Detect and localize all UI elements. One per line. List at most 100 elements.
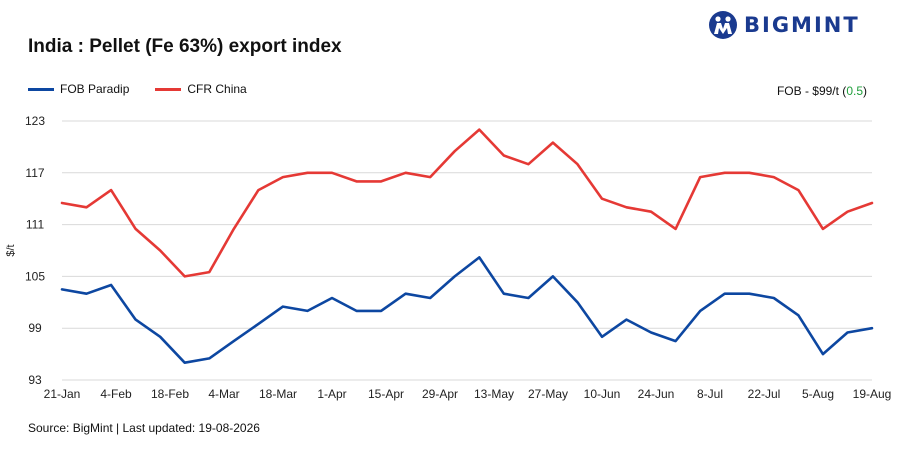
data-point-fob-paradip (576, 301, 579, 304)
legend-label-cfr: CFR China (187, 82, 247, 96)
data-point-cfr-china (699, 176, 701, 178)
data-point-fob-paradip (748, 292, 751, 295)
data-point-fob-paradip (503, 292, 505, 295)
data-point-fob-paradip (110, 284, 112, 286)
data-point-cfr-china (429, 176, 431, 178)
data-point-fob-paradip (601, 336, 603, 338)
fob-note-prefix: FOB - $99/t ( (776, 84, 847, 98)
chart-legend: FOB Paradip CFR China (28, 82, 273, 96)
data-point-cfr-china (527, 163, 530, 165)
y-tick-label: 117 (25, 166, 44, 180)
data-point-cfr-china (233, 228, 235, 230)
data-point-cfr-china (257, 189, 260, 191)
x-tick-label: 27-May (528, 387, 568, 401)
legend-swatch-fob (28, 87, 54, 91)
x-tick-label: 24-Jun (638, 387, 675, 401)
data-point-cfr-china (674, 228, 677, 230)
data-point-fob-paradip (625, 318, 628, 321)
data-point-fob-paradip (674, 340, 677, 342)
data-point-fob-paradip (159, 336, 161, 338)
x-tick-label: 18-Mar (259, 387, 297, 401)
data-point-fob-paradip (380, 310, 382, 312)
x-tick-label: 21-Jan (44, 387, 81, 401)
x-tick-label: 29-Apr (422, 387, 458, 401)
data-point-fob-paradip (306, 310, 309, 312)
data-point-fob-paradip (773, 297, 775, 299)
data-point-fob-paradip (331, 297, 333, 299)
data-point-fob-paradip (871, 327, 873, 330)
data-point-cfr-china (503, 154, 505, 157)
y-tick-label: 93 (28, 373, 42, 387)
bigmint-logo: BIGMINT (708, 9, 860, 41)
data-point-cfr-china (601, 197, 603, 200)
data-point-cfr-china (355, 180, 358, 183)
fob-note-change: 0.5 (846, 84, 863, 98)
x-tick-label: 19-Aug (853, 387, 892, 401)
data-point-fob-paradip (183, 361, 186, 364)
legend-item-cfr: CFR China (155, 82, 247, 96)
logo-text: BIGMINT (744, 13, 860, 37)
data-point-cfr-china (380, 180, 382, 183)
y-axis-label: $/t (5, 244, 17, 256)
data-point-cfr-china (846, 210, 849, 213)
data-point-fob-paradip (233, 340, 235, 342)
data-point-cfr-china (134, 228, 137, 230)
x-tick-label: 15-Apr (368, 387, 404, 401)
data-point-cfr-china (650, 210, 652, 213)
x-tick-label: 1-Apr (317, 387, 346, 401)
data-point-fob-paradip (282, 305, 284, 308)
data-point-fob-paradip (355, 310, 358, 312)
data-point-cfr-china (797, 189, 800, 191)
data-point-fob-paradip (404, 292, 407, 295)
data-point-fob-paradip (257, 323, 260, 325)
data-point-cfr-china (404, 172, 407, 174)
legend-label-fob: FOB Paradip (60, 82, 130, 96)
data-point-cfr-china (625, 206, 628, 209)
y-tick-label: 105 (25, 269, 45, 283)
data-point-fob-paradip (846, 331, 849, 334)
data-point-cfr-china (478, 128, 481, 131)
data-point-fob-paradip (478, 256, 481, 259)
data-point-cfr-china (183, 275, 186, 278)
data-point-cfr-china (453, 150, 456, 153)
x-tick-label: 10-Jun (584, 387, 621, 401)
data-point-fob-paradip (552, 275, 554, 278)
data-point-fob-paradip (527, 297, 530, 299)
x-tick-label: 22-Jul (748, 387, 781, 401)
fob-note-suffix: ) (863, 84, 867, 98)
series-line-fob-paradip (60, 256, 874, 365)
y-tick-label: 99 (28, 321, 42, 335)
data-point-cfr-china (871, 202, 873, 204)
data-point-cfr-china (61, 202, 63, 204)
data-point-fob-paradip (822, 353, 824, 355)
x-tick-label: 8-Jul (697, 387, 723, 401)
data-point-fob-paradip (208, 357, 211, 360)
data-point-fob-paradip (85, 292, 88, 295)
data-point-cfr-china (748, 172, 751, 174)
x-tick-label: 5-Aug (802, 387, 834, 401)
series-line-cfr-china (60, 128, 874, 278)
data-point-fob-paradip (134, 318, 137, 321)
data-point-fob-paradip (797, 314, 800, 317)
data-point-cfr-china (773, 176, 775, 178)
y-tick-label: 111 (26, 218, 45, 232)
y-tick-label: 123 (25, 114, 45, 128)
bigmint-logo-icon (709, 11, 737, 39)
data-point-cfr-china (822, 228, 824, 230)
data-point-cfr-china (282, 176, 284, 178)
data-point-fob-paradip (453, 275, 456, 278)
source-note: Source: BigMint | Last updated: 19-08-20… (28, 421, 260, 435)
x-tick-label: 13-May (474, 387, 514, 401)
data-point-cfr-china (723, 172, 726, 174)
data-point-cfr-china (208, 271, 211, 273)
data-point-cfr-china (576, 163, 579, 165)
data-point-fob-paradip (61, 288, 63, 291)
data-point-cfr-china (159, 249, 161, 252)
x-tick-label: 4-Feb (100, 387, 132, 401)
data-point-fob-paradip (699, 310, 701, 312)
legend-swatch-cfr (155, 87, 182, 91)
data-point-cfr-china (331, 172, 333, 174)
data-point-fob-paradip (429, 297, 431, 299)
data-point-cfr-china (306, 172, 309, 174)
